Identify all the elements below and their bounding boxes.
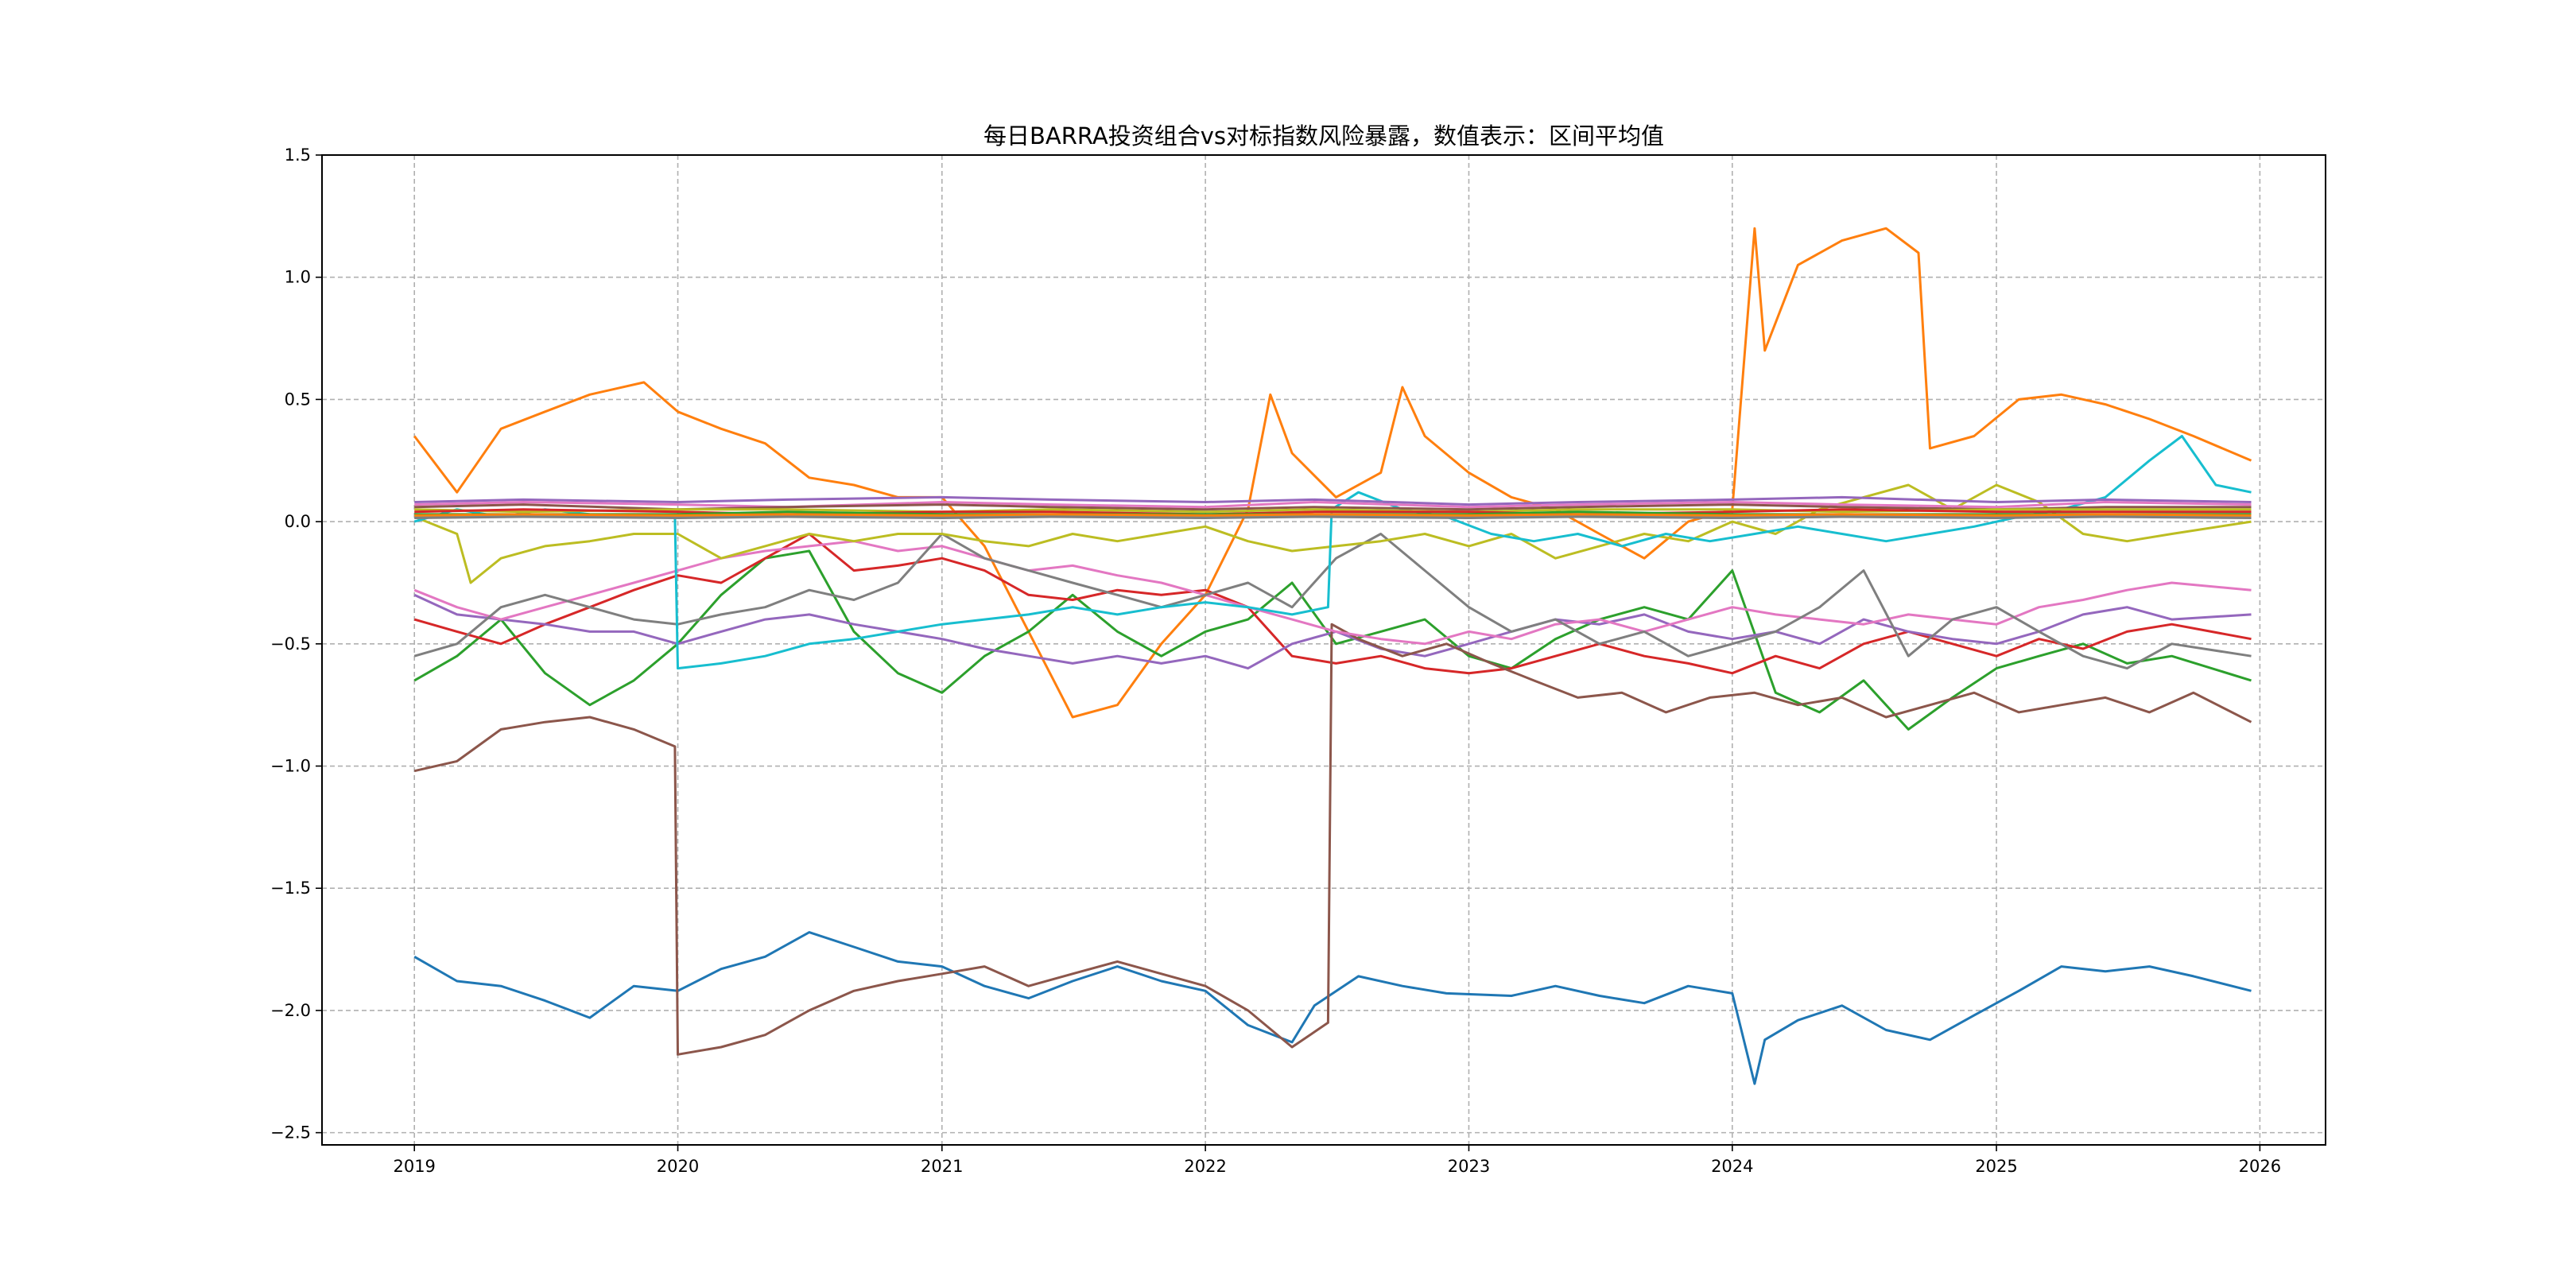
x-tick-label: 2024 xyxy=(1711,1157,1753,1176)
series-line-7 xyxy=(413,540,2252,646)
y-tick-label: −0.5 xyxy=(270,634,311,654)
x-tick-label: 2020 xyxy=(657,1157,699,1176)
y-tick-label: 1.0 xyxy=(285,268,311,287)
series-line-12 xyxy=(414,501,2252,509)
axes-layer xyxy=(321,154,2326,1146)
x-tick-label: 2019 xyxy=(393,1157,435,1176)
series-line-5 xyxy=(413,593,2252,670)
x-tick-label: 2023 xyxy=(1448,1157,1490,1176)
series-layer xyxy=(413,227,2252,1085)
series-line-9 xyxy=(413,483,2252,584)
y-tick-label: 1.5 xyxy=(285,145,311,165)
series-line-4 xyxy=(413,533,2252,675)
x-tick-label: 2025 xyxy=(1975,1157,2017,1176)
series-line-11 xyxy=(414,495,2252,506)
series-line-6 xyxy=(413,623,2252,1056)
x-tick-label: 2022 xyxy=(1184,1157,1226,1176)
x-tick-label: 2021 xyxy=(921,1157,963,1176)
series-line-10 xyxy=(413,435,2252,670)
y-tick-label: 0.5 xyxy=(285,390,311,409)
chart-title: 每日BARRA投资组合vs对标指数风险暴露，数值表示：区间平均值 xyxy=(983,122,1664,149)
series-line-19 xyxy=(414,513,2252,517)
plot-frame xyxy=(321,154,2326,1146)
y-tick-label: −2.0 xyxy=(270,1001,311,1020)
series-line-3 xyxy=(413,549,2252,731)
y-tick-label: −1.5 xyxy=(270,879,311,898)
grid-layer xyxy=(322,154,2326,1145)
series-line-1 xyxy=(413,931,2252,1085)
series-line-18 xyxy=(414,515,2252,519)
series-line-8 xyxy=(413,533,2252,670)
series-line-2 xyxy=(413,227,2252,719)
y-tick-label: −1.0 xyxy=(270,757,311,776)
ticks-layer: 2019 2020 2021 2022 2023 2024 2025 2026 1.5 1.0 0.… xyxy=(270,145,2281,1176)
y-tick-label: 0.0 xyxy=(285,512,311,531)
x-tick-label: 2026 xyxy=(2239,1157,2281,1176)
y-tick-label: −2.5 xyxy=(270,1123,311,1143)
